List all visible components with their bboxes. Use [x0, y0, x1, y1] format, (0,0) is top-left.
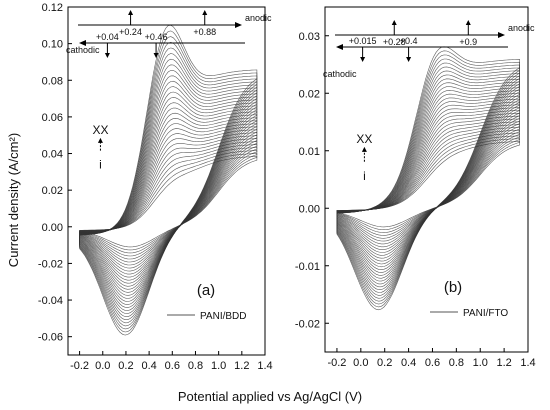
cathodic-label: cathodic [66, 45, 100, 55]
legend-label: PANI/FTO [463, 308, 508, 319]
cv-cycle-curve [336, 95, 520, 273]
x-tick-label: 1.0 [473, 357, 488, 369]
y-tick-label: 0.12 [42, 2, 63, 14]
x-tick-label: 0.6 [425, 357, 440, 369]
y-tick-label: 0.06 [42, 112, 63, 124]
oxidation-marker-arrow [391, 20, 397, 25]
reduction-marker-arrow [406, 57, 412, 62]
x-tick-label: 0.8 [449, 357, 464, 369]
y-tick-label: 0.03 [299, 31, 320, 43]
cathodic-arrow-head [79, 40, 86, 46]
cv-cycle-curve [79, 156, 258, 248]
oxidation-potential-label: +0.88 [193, 27, 216, 37]
x-tick-label: 0.4 [401, 357, 416, 369]
x-tick-label: 1.2 [496, 357, 511, 369]
panel-label: (a) [197, 282, 215, 299]
cycle-marker-last: XX [92, 123, 108, 137]
oxidation-potential-label: +0.24 [119, 27, 142, 37]
cathodic-label: cathodic [323, 69, 357, 79]
x-axis-title: Potential applied vs Ag/AgCl (V) [178, 389, 362, 404]
y-axis-title: Current density (A/cm²) [6, 133, 21, 267]
anodic-arrow-head [235, 22, 242, 28]
reduction-potential-label: +0.04 [96, 32, 119, 42]
y-tick-label: 0.00 [299, 203, 320, 215]
plot-frame [67, 6, 266, 356]
cv-cycle-curve [79, 132, 258, 272]
reduction-marker-arrow [104, 53, 110, 58]
anodic-label: anodic [245, 13, 272, 23]
scan-direction-annotation: anodic cathodic +0.28 +0.9 +0.015 +0.4 [323, 20, 535, 79]
cycle-marker-first: i [363, 169, 366, 183]
oxidation-marker-arrow [465, 20, 471, 25]
cv-cycle-curve [79, 58, 258, 318]
cv-cycle-curve [79, 112, 258, 287]
oxidation-marker-arrow [128, 10, 134, 15]
x-tick-label: 0.2 [118, 360, 133, 372]
y-tick-label: 0.10 [42, 39, 63, 51]
y-tick-label: -0.02 [295, 318, 320, 330]
cv-cycles [79, 24, 258, 336]
cv-cycle-curve [79, 135, 258, 269]
x-tick-label: 0.2 [377, 357, 392, 369]
y-tick-label: 0.02 [42, 185, 63, 197]
x-tick-label: 0.4 [141, 360, 156, 372]
x-tick-label: -0.2 [327, 357, 346, 369]
anodic-label: anodic [508, 23, 535, 33]
x-tick-label: 1.4 [257, 360, 272, 372]
reduction-marker-arrow [360, 57, 366, 62]
x-tick-label: 1.4 [520, 357, 535, 369]
cv-cycle-curve [79, 41, 258, 327]
x-tick-label: 0.6 [165, 360, 180, 372]
y-tick-label: 0.04 [42, 149, 63, 161]
reduction-marker-arrow [153, 53, 159, 58]
anodic-arrow-head [498, 32, 505, 38]
x-tick-label: 0.0 [353, 357, 368, 369]
cv-cycles [336, 46, 520, 311]
y-tick-label: -0.02 [38, 258, 63, 270]
y-tick-label: 0.02 [299, 88, 320, 100]
oxidation-potential-label: +0.9 [459, 37, 477, 47]
panel-label: (b) [444, 279, 462, 296]
scan-direction-annotation: anodic cathodic +0.24 +0.88 +0.04 +0.46 [66, 10, 272, 58]
cv-cycle-curve [336, 141, 520, 228]
y-tick-label: -0.04 [38, 295, 63, 307]
oxidation-marker-arrow [202, 10, 208, 15]
cv-cycle-curve [336, 104, 520, 265]
cv-cycle-curve [79, 126, 258, 278]
x-tick-label: 0.0 [95, 360, 110, 372]
y-tick-label: -0.01 [295, 261, 320, 273]
x-tick-label: 1.0 [211, 360, 226, 372]
x-tick-label: 0.8 [188, 360, 203, 372]
reduction-potential-label: +0.46 [145, 32, 168, 42]
cv-cycle-curve [79, 138, 258, 266]
y-tick-label: 0.01 [299, 146, 320, 158]
cv-cycle-curve [336, 93, 520, 276]
cycle-marker-arrow-head [97, 137, 103, 143]
cycle-marker-arrow-head [361, 146, 367, 152]
x-tick-label: -0.2 [70, 360, 89, 372]
legend-label: PANI/BDD [200, 311, 247, 322]
reduction-potential-label: +0.4 [400, 36, 418, 46]
y-tick-label: 0.00 [42, 222, 63, 234]
cv-cycle-curve [79, 129, 258, 275]
cathodic-arrow-head [336, 44, 343, 50]
oxidation-potential-label: +0.28 [383, 37, 406, 47]
y-tick-label: -0.06 [38, 332, 63, 344]
x-tick-label: 1.2 [234, 360, 249, 372]
cv-cycle-curve [79, 80, 258, 305]
y-tick-label: 0.08 [42, 75, 63, 87]
panel-b-chart: -0.2 0.0 0.2 0.4 0.6 0.8 1.0 1.2 1.4 -0.02 -0.01 0.… [295, 6, 536, 369]
reduction-potential-label: +0.015 [349, 36, 377, 46]
panel-a-chart: -0.2 0.0 0.2 0.4 0.6 0.8 1.0 1.2 1.4 -0.06 -0.04 -0… [38, 2, 273, 372]
plot-frame [324, 6, 529, 353]
cycle-marker-first: i [99, 158, 102, 172]
cycle-marker-last: XX [356, 132, 372, 146]
